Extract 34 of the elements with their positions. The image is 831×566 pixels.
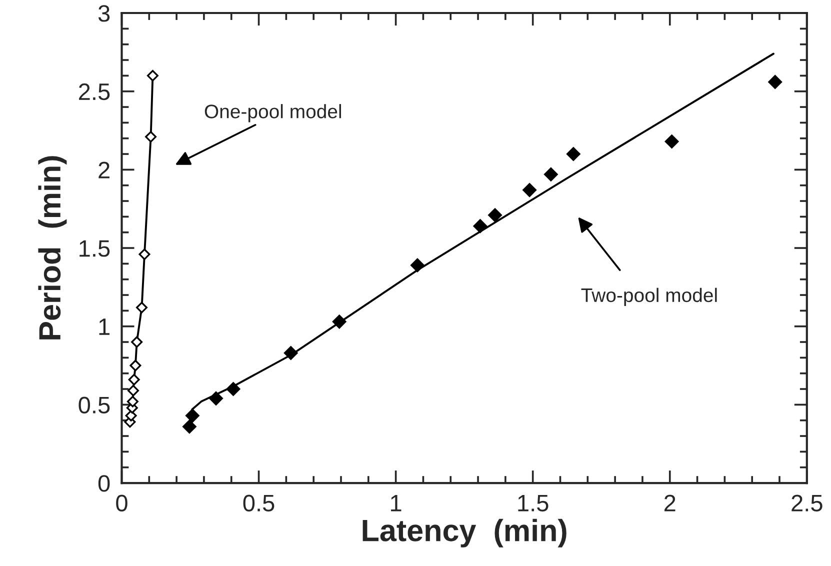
point (136, 302, 148, 314)
x-tick-label: 2.5 (792, 494, 822, 512)
x-tick-label: 0.5 (243, 494, 274, 512)
point (664, 134, 680, 149)
point (145, 131, 157, 143)
y-tick-label: 0 (98, 475, 110, 492)
y-tick-label: 0.5 (78, 396, 110, 414)
y-tick-label: 2.5 (79, 83, 110, 100)
x-axis-title: Latency (min) (362, 518, 566, 548)
point (126, 396, 138, 408)
x-tick-label: 0 (116, 494, 128, 512)
point (185, 408, 200, 423)
point (768, 74, 782, 90)
point (488, 208, 502, 222)
x-tick-label: 1 (391, 495, 402, 512)
point (522, 182, 537, 198)
y-tick-label: 3 (98, 5, 110, 22)
point (128, 384, 139, 396)
point (566, 146, 581, 162)
annotation: One-pool model (204, 104, 342, 122)
y-axis-title: Period (min) (38, 156, 67, 340)
point (131, 336, 143, 348)
point (182, 419, 197, 434)
y-tick-label: 1 (99, 318, 110, 335)
point (128, 374, 140, 386)
annotation: Two-pool model (581, 288, 717, 306)
point (130, 360, 142, 372)
x-tick-label: 1.5 (518, 495, 548, 512)
x-tick-label: 2 (664, 494, 676, 512)
point (544, 167, 558, 182)
point (146, 70, 158, 82)
point (138, 248, 150, 260)
y-tick-label: 1.5 (80, 240, 110, 257)
y-tick-label: 2 (98, 162, 110, 178)
